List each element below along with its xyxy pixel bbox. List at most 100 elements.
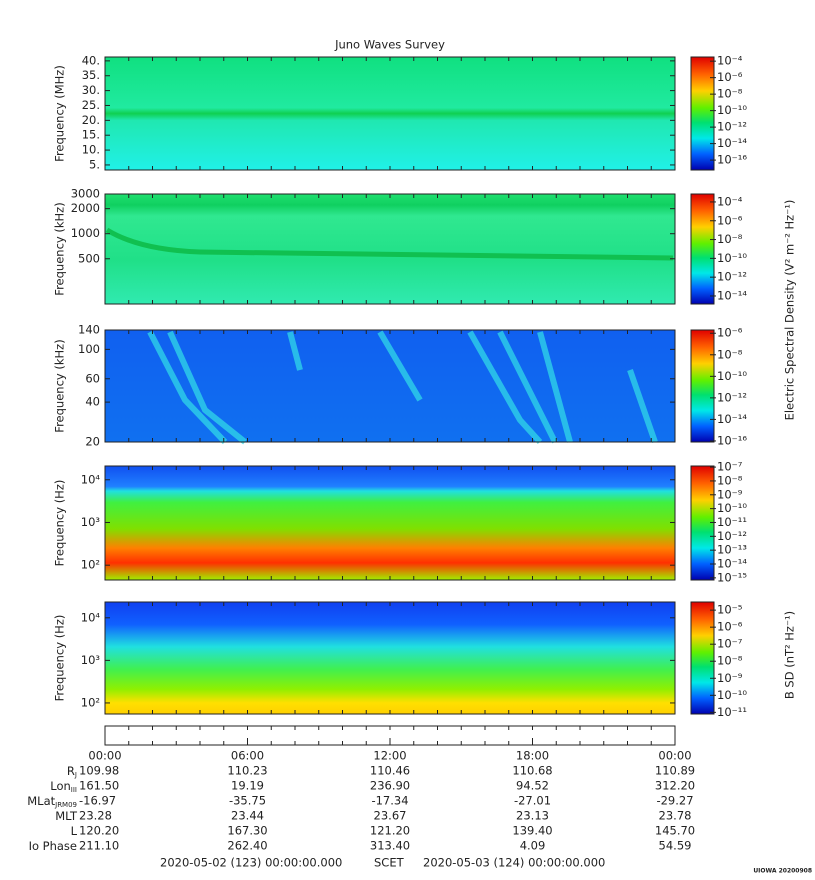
colorbar-tick-label: 10⁻¹²	[717, 529, 747, 543]
y-tick-label: 30.	[82, 83, 100, 97]
ephemeris-value: 4.09	[520, 839, 546, 853]
y-tick-label: 15.	[82, 128, 100, 142]
colorbar-label: Electric Spectral Density (V² m⁻² Hz⁻¹)	[783, 200, 797, 421]
ephemeris-value: 120.20	[79, 824, 119, 838]
colorbar-tick-label: 10⁻¹⁴	[717, 288, 747, 302]
footer-start: 2020-05-02 (123) 00:00:00.000	[160, 856, 342, 870]
ephemeris-value: 161.50	[79, 779, 119, 793]
ephemeris-value: 211.10	[79, 839, 119, 853]
y-tick-label: 40	[85, 395, 100, 409]
ephemeris-label: MLatJRM09	[27, 794, 77, 810]
footer-middle: SCET	[374, 856, 405, 870]
ephemeris-value: 167.30	[227, 824, 267, 838]
colorbar-tick-label: 10⁻¹⁰	[717, 251, 747, 265]
ephemeris-label: MLT	[55, 809, 78, 823]
ephemeris-value: 23.78	[659, 809, 692, 823]
colorbar-tick-label: 10⁻⁷	[717, 460, 743, 474]
ephemeris-value: 236.90	[370, 779, 410, 793]
ephemeris-value: -35.75	[229, 794, 266, 808]
colorbar-tick-label: 10⁻¹³	[717, 543, 747, 557]
ephemeris-value: 23.67	[374, 809, 407, 823]
colorbar-tick-label: 10⁻⁴	[717, 194, 743, 208]
colorbar-tick-label: 10⁻¹⁰	[717, 688, 747, 702]
y-axis-label: Frequency (Hz)	[53, 615, 67, 702]
colorbar-tick-label: 10⁻⁶	[717, 70, 743, 84]
ephemeris-value: 262.40	[227, 839, 267, 853]
title: Juno Waves Survey	[334, 38, 445, 52]
x-tick-label: 00:00	[88, 749, 121, 763]
ephemeris-label: Io Phase	[29, 839, 77, 853]
y-tick-label: 5.	[89, 157, 100, 171]
colorbar-tick-label: 10⁻⁷	[717, 637, 743, 651]
ephemeris-value: 94.52	[516, 779, 549, 793]
emission-streaks	[147, 330, 658, 445]
y-axis-label: Frequency (kHz)	[53, 202, 67, 295]
colorbar-tick-label: 10⁻⁸	[717, 232, 743, 246]
y-tick-label: 10⁴	[81, 610, 101, 624]
colorbar-tick-label: 10⁻⁶	[717, 326, 743, 340]
spectrogram	[105, 602, 675, 714]
colorbar-tick-label: 10⁻⁸	[717, 347, 743, 361]
ephemeris-value: 109.98	[79, 764, 119, 778]
ephemeris-value: -27.01	[514, 794, 551, 808]
y-tick-label: 1000	[71, 226, 100, 240]
colorbar-label: B SD (nT² Hz⁻¹)	[783, 611, 797, 699]
y-tick-label: 35.	[82, 68, 100, 82]
ephemeris-value: 110.89	[655, 764, 695, 778]
ephemeris-value: 139.40	[512, 824, 552, 838]
ephemeris-value: -16.97	[79, 794, 116, 808]
ephemeris-label-sub: JRM09	[54, 801, 77, 809]
colorbar	[690, 601, 715, 715]
y-tick-label: 60	[85, 371, 100, 385]
x-tick-label: 12:00	[373, 749, 406, 763]
colorbar-tick-label: 10⁻⁸	[717, 87, 743, 101]
colorbar	[690, 465, 715, 581]
colorbar-tick-label: 10⁻¹⁶	[717, 153, 747, 167]
ephemeris-label-text: L	[71, 824, 78, 838]
y-tick-label: 10²	[81, 558, 100, 572]
colorbar-tick-label: 10⁻¹¹	[717, 515, 747, 529]
spectrogram-features	[105, 227, 674, 445]
colorbar-tick-label: 10⁻¹²	[717, 390, 747, 404]
y-tick-label: 10³	[81, 515, 101, 529]
y-axis-label: Frequency (MHz)	[53, 65, 67, 162]
colorbar-tick-label: 10⁻¹⁰	[717, 501, 747, 515]
ephemeris-value: 110.68	[512, 764, 552, 778]
ephemeris-value: 313.40	[370, 839, 410, 853]
y-axis-label: Frequency (Hz)	[53, 480, 67, 567]
ephemeris-value: 54.59	[659, 839, 692, 853]
x-tick-label: 18:00	[516, 749, 549, 763]
colorbar-tick-label: 10⁻⁵	[717, 603, 743, 617]
colorbar-tick-label: 10⁻¹⁴	[717, 557, 747, 571]
ephemeris-label-text: R	[67, 764, 75, 778]
footer-stamp: UIOWA 20200908	[753, 868, 812, 875]
x-tick-label: 06:00	[231, 749, 264, 763]
colorbar-tick-label: 10⁻¹⁰	[717, 103, 747, 117]
x-tick-label: 00:00	[658, 749, 691, 763]
colorbar-tick-label: 10⁻⁸	[717, 654, 743, 668]
colorbar-tick-label: 10⁻⁶	[717, 213, 743, 227]
colorbar-tick-label: 10⁻¹²	[717, 270, 747, 284]
colorbar-tick-label: 10⁻¹⁶	[717, 433, 747, 447]
y-tick-label: 20	[85, 435, 100, 449]
ephemeris-value: 145.70	[655, 824, 695, 838]
colorbar-tick-label: 10⁻⁴	[717, 54, 743, 68]
ephemeris-label-text: MLT	[55, 809, 78, 823]
ephemeris-label: RJ	[67, 764, 77, 780]
ephemeris-label: L	[71, 824, 78, 838]
ephemeris-label: LonIII	[50, 779, 77, 795]
ephemeris-value: 312.20	[655, 779, 695, 793]
y-axis-label: Frequency (kHz)	[53, 339, 67, 432]
ephemeris-label-text: Lon	[50, 779, 71, 793]
y-tick-label: 140	[78, 323, 100, 337]
y-tick-label: 3000	[71, 187, 100, 201]
colorbar	[690, 56, 715, 171]
ephemeris-label-text: Io Phase	[29, 839, 77, 853]
ephemeris-value: 23.44	[231, 809, 264, 823]
ephemeris-label-sub: III	[71, 786, 77, 794]
ephemeris-label-text: MLat	[27, 794, 55, 808]
colorbar-tick-label: 10⁻¹²	[717, 120, 747, 134]
ephemeris-value: 19.19	[231, 779, 264, 793]
y-tick-label: 40.	[82, 53, 100, 67]
